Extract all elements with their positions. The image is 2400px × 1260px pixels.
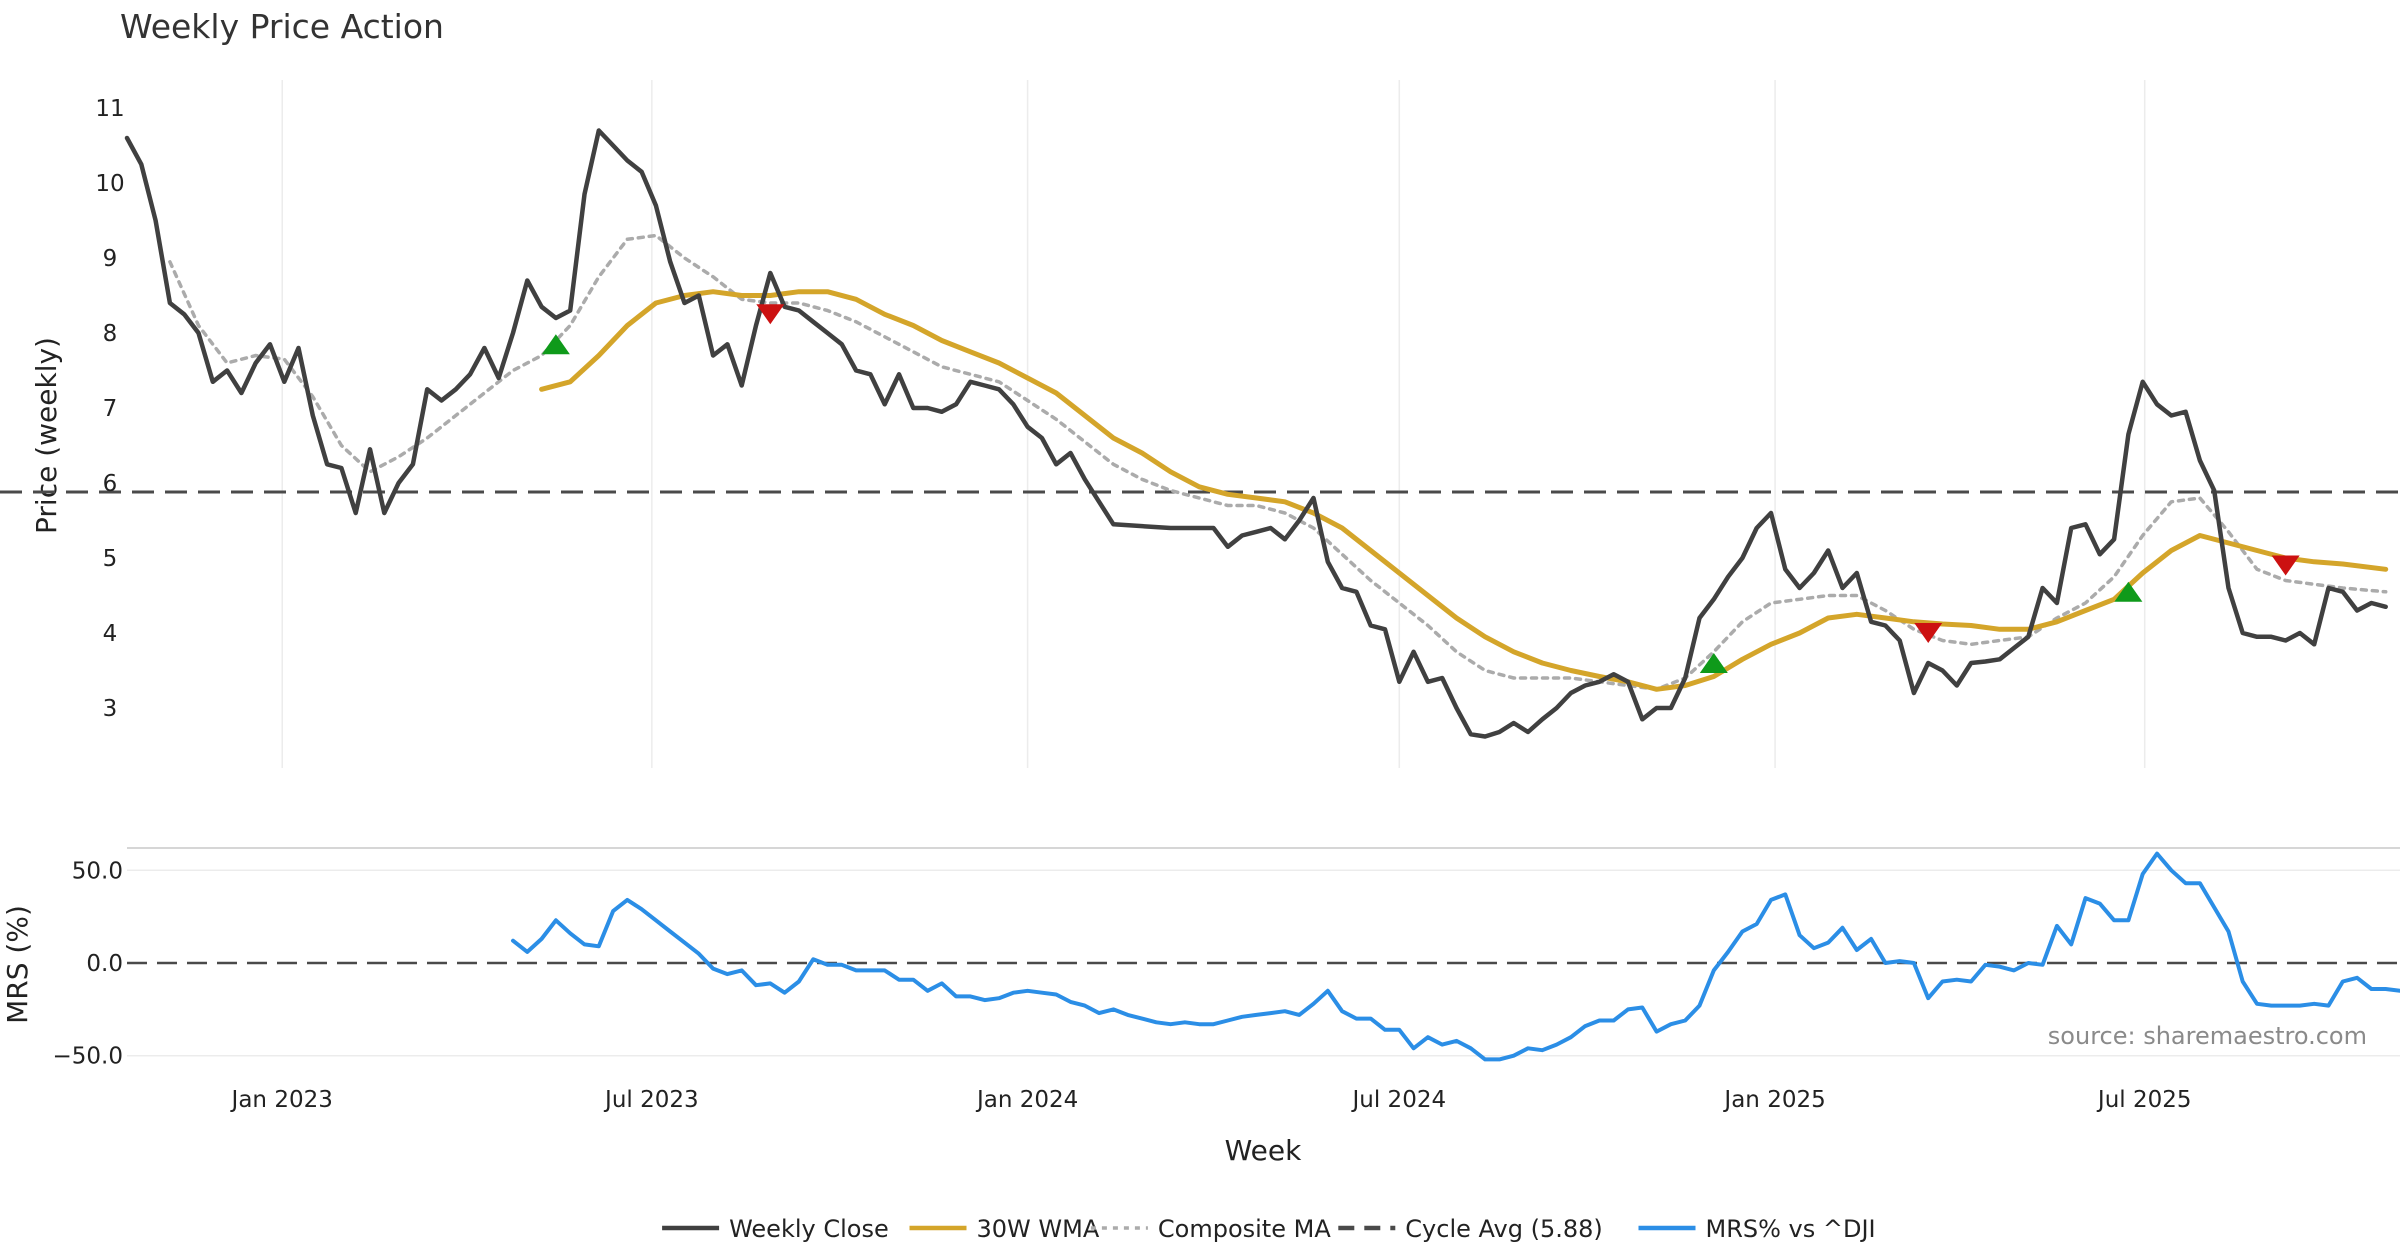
grid-layer xyxy=(127,80,2400,1057)
legend-label: MRS% vs ^DJI xyxy=(1706,1215,1876,1243)
price-y-tick-label: 11 xyxy=(95,96,124,122)
x-tick-label: Jul 2023 xyxy=(603,1087,699,1113)
legend-label: Composite MA xyxy=(1158,1215,1331,1243)
mrs-y-tick-label: −50.0 xyxy=(53,1044,123,1070)
legend-label: 30W WMA xyxy=(977,1215,1100,1243)
signal-markers xyxy=(541,304,2300,673)
price-y-tick-label: 6 xyxy=(103,471,118,497)
price-y-tick-label: 7 xyxy=(103,396,118,422)
legend: Weekly Close 30W WMA Composite MA Cycle Avg… xyxy=(662,1215,1876,1243)
source-credit: source: sharemaestro.com xyxy=(2048,1022,2367,1050)
buy-signal-marker xyxy=(2114,581,2143,602)
price-y-tick-label: 4 xyxy=(103,621,118,647)
series-composite-ma-line xyxy=(168,233,2388,692)
x-tick-label: Jul 2025 xyxy=(2096,1087,2192,1113)
price-y-tick-label: 8 xyxy=(103,321,118,347)
legend-item: Cycle Avg (5.88) xyxy=(1338,1215,1603,1243)
sell-signal-marker xyxy=(2271,555,2300,576)
price-y-tick-label: 9 xyxy=(103,246,118,272)
x-tick-label: Jan 2024 xyxy=(975,1087,1078,1113)
x-tick-label: Jan 2023 xyxy=(230,1087,333,1113)
x-axis-title: Week xyxy=(1225,1134,1302,1167)
reference-lines xyxy=(0,490,2400,965)
buy-signal-marker xyxy=(1699,653,1728,673)
legend-item: Weekly Close xyxy=(662,1215,889,1243)
legend-label: Cycle Avg (5.88) xyxy=(1405,1215,1602,1243)
x-tick-label: Jul 2024 xyxy=(1351,1087,1447,1113)
chart-title: Weekly Price Action xyxy=(120,7,444,46)
price-y-axis-title: Price (weekly) xyxy=(30,337,63,534)
mrs-y-tick-label: 50.0 xyxy=(72,858,123,884)
series-mrs-vs-dji-line xyxy=(511,851,2400,1062)
price-y-tick-label: 5 xyxy=(103,546,118,572)
legend-label: Weekly Close xyxy=(729,1215,889,1243)
buy-signal-marker xyxy=(541,334,570,355)
price-y-tick-label: 10 xyxy=(95,171,124,197)
tick-labels: Jan 2023 Jul 2023 Jan 2024 Jul 2024 Jan 2025… xyxy=(53,96,2192,1113)
series-layer xyxy=(124,128,2400,1062)
series-weekly-close-line xyxy=(124,128,2388,739)
mrs-y-tick-label: 0.0 xyxy=(86,951,123,977)
legend-item: MRS% vs ^DJI xyxy=(1638,1215,1876,1243)
x-tick-label: Jan 2025 xyxy=(1722,1087,1825,1113)
price-y-tick-label: 3 xyxy=(103,696,118,722)
sell-signal-marker xyxy=(756,304,785,325)
legend-item: Composite MA xyxy=(1090,1215,1331,1243)
sell-signal-marker xyxy=(1914,623,1943,643)
mrs-y-axis-title: MRS (%) xyxy=(1,905,34,1024)
legend-item: 30W WMA xyxy=(909,1215,1100,1243)
series-30w-wma-line xyxy=(539,289,2389,692)
